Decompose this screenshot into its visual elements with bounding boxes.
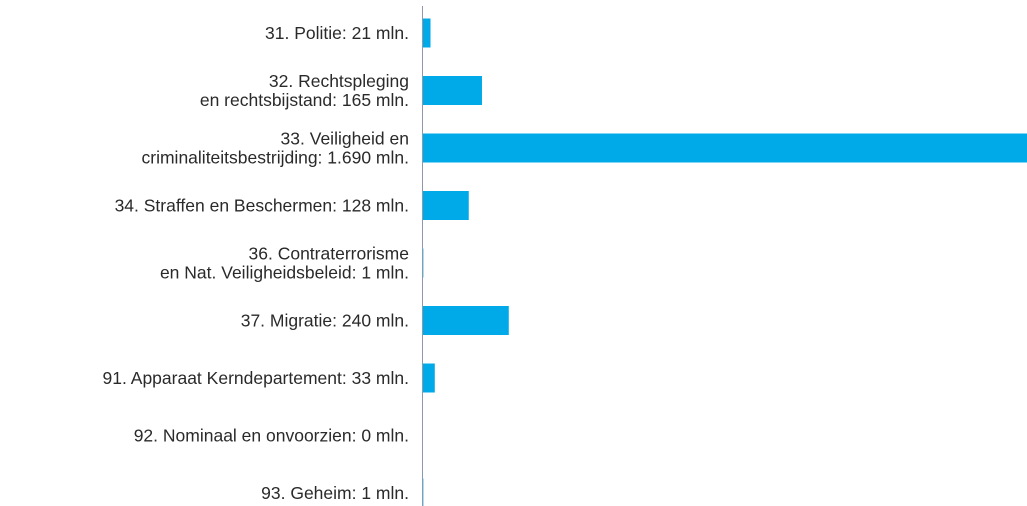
category-label: 92. Nominaal en onvoorzien: 0 mln. <box>134 426 409 446</box>
category-label: 31. Politie: 21 mln. <box>265 23 409 43</box>
category-label-line: 92. Nominaal en onvoorzien: 0 mln. <box>134 426 409 446</box>
bar <box>423 306 509 335</box>
category-label-line: 91. Apparaat Kerndepartement: 33 mln. <box>103 368 409 388</box>
category-labels: 31. Politie: 21 mln.32. Rechtspleging en … <box>103 23 409 503</box>
category-label-line: 32. Rechtspleging <box>269 71 409 91</box>
category-label: 91. Apparaat Kerndepartement: 33 mln. <box>103 368 409 388</box>
bar <box>423 191 469 220</box>
bars <box>423 18 1027 506</box>
category-label: 34. Straffen en Beschermen: 128 mln. <box>115 196 409 216</box>
category-label: 32. Rechtspleging en rechtsbijstand: 165 … <box>200 71 409 110</box>
category-label: 36. Contraterrorisme en Nat. Veiligheidsb… <box>160 244 409 283</box>
category-label-line: 93. Geheim: 1 mln. <box>261 483 409 503</box>
bar <box>423 76 482 105</box>
bar <box>423 18 431 48</box>
category-label-line: 31. Politie: 21 mln. <box>265 23 409 43</box>
category-label-line: 34. Straffen en Beschermen: 128 mln. <box>115 196 409 216</box>
category-label-line: 36. Contraterrorisme <box>249 244 409 264</box>
category-label-line: criminaliteitsbestrijding: 1.690 mln. <box>142 148 409 168</box>
category-label-line: en rechtsbijstand: 165 mln. <box>200 90 409 110</box>
bar <box>423 363 435 393</box>
category-label-line: 33. Veiligheid en <box>281 129 409 149</box>
category-label-line: en Nat. Veiligheidsbeleid: 1 mln. <box>160 263 409 283</box>
category-label: 37. Migratie: 240 mln. <box>241 311 409 331</box>
category-label-line: 37. Migratie: 240 mln. <box>241 311 409 331</box>
category-label: 33. Veiligheid en criminaliteitsbestrijdi… <box>142 129 409 168</box>
bar <box>423 133 1027 163</box>
category-label: 93. Geheim: 1 mln. <box>261 483 409 503</box>
